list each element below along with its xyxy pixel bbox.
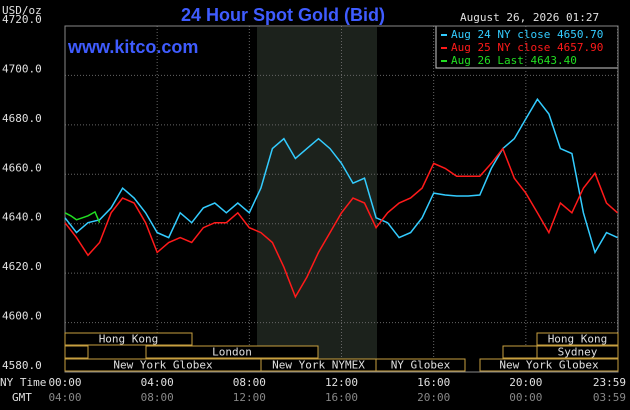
session-box: [536, 345, 619, 359]
y-tick-label: 4680.0: [2, 112, 42, 125]
x2-tick-label: 04:00: [48, 391, 81, 404]
session-box: [502, 345, 538, 359]
session-box: [536, 332, 619, 346]
timestamp: August 26, 2026 01:27: [460, 11, 599, 24]
x2-tick-label: 08:00: [141, 391, 174, 404]
series-line: [64, 97, 618, 255]
x2-tick-label: 16:00: [325, 391, 358, 404]
nymex-shade: [257, 27, 377, 372]
session-label: London: [212, 346, 252, 359]
session-box: [64, 332, 193, 346]
session-label: New York Globex: [113, 359, 213, 372]
session-label: Hong Kong: [99, 333, 159, 346]
session-box: [479, 358, 619, 372]
x-tick-label: 08:00: [233, 376, 266, 389]
x-tick-label: 16:00: [417, 376, 450, 389]
y-axis-label: USD/oz: [2, 4, 42, 17]
y-tick-label: 4600.0: [2, 310, 42, 323]
legend-entry: Aug 26 Last 4643.40: [451, 54, 577, 67]
series-line: [64, 147, 618, 299]
session-label: Sydney: [558, 346, 598, 359]
y-tick-label: 4720.0: [2, 13, 42, 26]
y-tick-label: 4660.0: [2, 161, 42, 174]
session-box: [375, 358, 466, 372]
y-tick-label: 4700.0: [2, 62, 42, 75]
x-row-label: NY Time: [0, 376, 46, 389]
legend-entry: Aug 24 NY close 4650.70: [451, 28, 603, 41]
x-tick-label: 04:00: [141, 376, 174, 389]
x-tick-label: 00:00: [48, 376, 81, 389]
x-tick-label: 23:59: [593, 376, 626, 389]
y-tick-label: 4580.0: [2, 359, 42, 372]
y-tick-label: 4640.0: [2, 211, 42, 224]
session-box: [145, 345, 319, 359]
x2-tick-label: 03:59: [593, 391, 626, 404]
source: www.kitco.com: [67, 37, 198, 57]
session-label: Hong Kong: [548, 333, 608, 346]
plot-border: [64, 25, 619, 373]
x2-tick-label: 00:00: [509, 391, 542, 404]
x-tick-label: 12:00: [325, 376, 358, 389]
y-tick-label: 4620.0: [2, 260, 42, 273]
chart-title: 24 Hour Spot Gold (Bid): [181, 5, 385, 25]
legend-box: [435, 25, 619, 69]
x-tick-label: 20:00: [509, 376, 542, 389]
session-box: [64, 345, 89, 359]
series-line: [64, 210, 101, 223]
session-label: New York NYMEX: [272, 359, 365, 372]
x2-tick-label: 20:00: [417, 391, 450, 404]
legend-entry: Aug 25 NY close 4657.90: [451, 41, 603, 54]
session-label: New York Globex: [499, 359, 599, 372]
x2-row-label: GMT: [12, 391, 32, 404]
x2-tick-label: 12:00: [233, 391, 266, 404]
session-label: NY Globex: [391, 359, 451, 372]
